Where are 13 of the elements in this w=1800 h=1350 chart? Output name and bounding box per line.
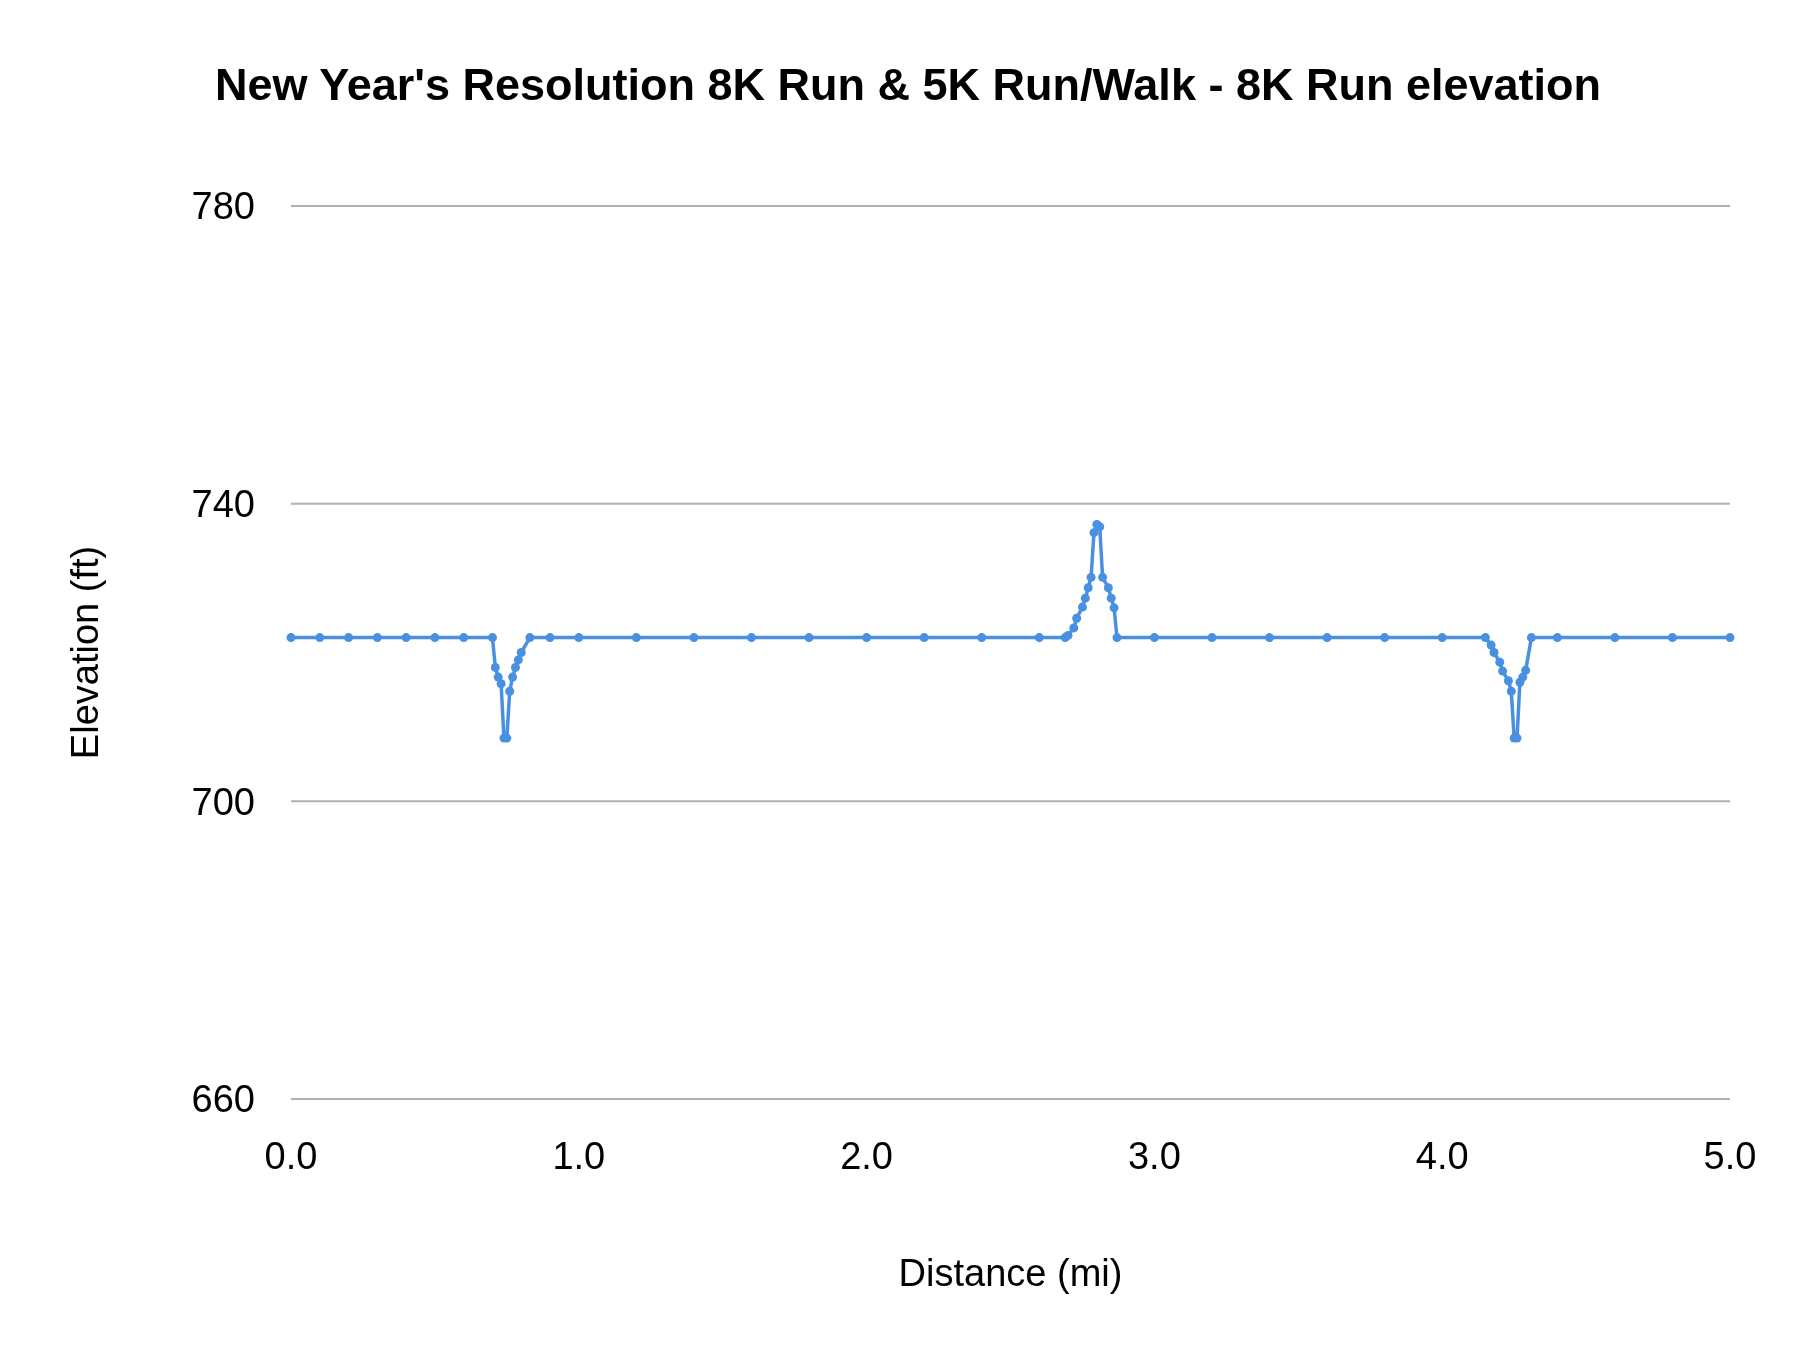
x-axis-title: Distance (mi) [898,1252,1123,1294]
y-tick-label: 780 [191,185,255,228]
x-tick-label: 1.0 [552,1135,606,1177]
x-tick-label: 5.0 [1703,1135,1757,1177]
chart-title: New Year's Resolution 8K Run & 5K Run/Walk - 8K Run elevation [215,59,1601,110]
x-tick-label: 4.0 [1415,1135,1469,1177]
y-tick-label: 660 [191,1078,255,1121]
x-tick-label: 0.0 [264,1135,318,1177]
x-tick-label: 3.0 [1127,1135,1181,1177]
y-tick-label: 700 [191,780,255,823]
y-axis-title: Elevation (ft) [64,545,106,760]
x-tick-label: 2.0 [840,1135,894,1177]
y-tick-label: 740 [191,482,255,525]
